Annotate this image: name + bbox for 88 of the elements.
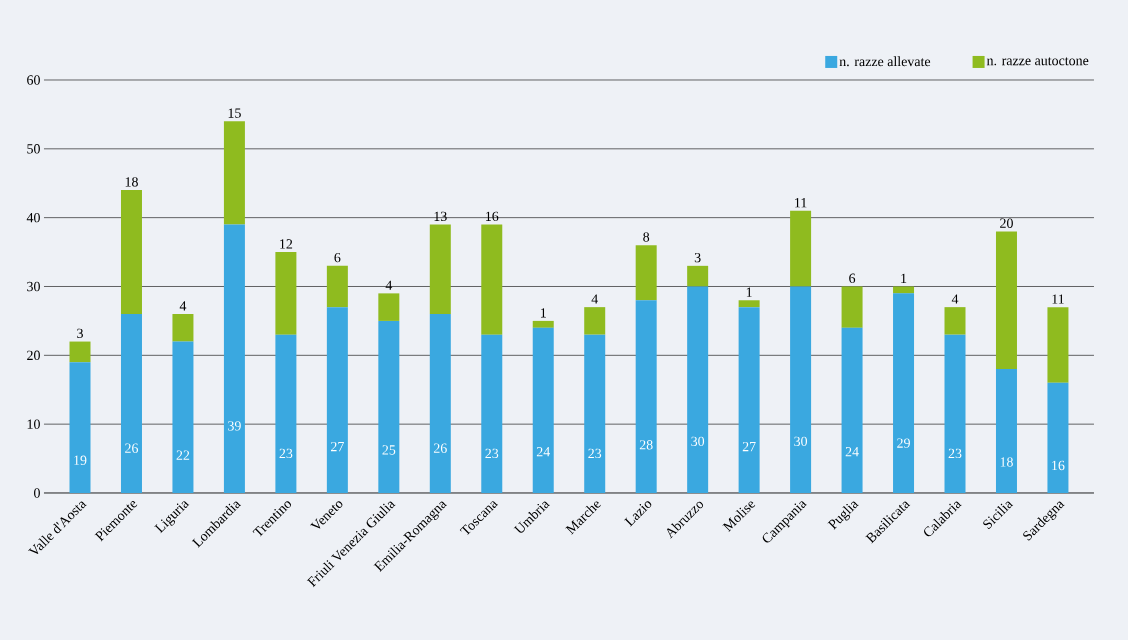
data-label: 20	[1000, 218, 1013, 228]
bar	[1047, 307, 1069, 383]
bar	[326, 265, 348, 308]
legend-label: n. razze allevate	[839, 56, 931, 67]
bar	[944, 307, 966, 335]
bar	[481, 224, 503, 335]
bar	[790, 286, 812, 493]
bar	[584, 334, 606, 493]
bar	[429, 224, 451, 315]
y-tick-label: 30	[27, 281, 40, 292]
data-label: 16	[1052, 460, 1065, 471]
bar	[893, 286, 915, 294]
data-label: 25	[382, 445, 396, 455]
bar	[378, 293, 400, 321]
bar	[120, 314, 142, 493]
data-label: 26	[125, 443, 139, 453]
bar	[995, 369, 1017, 493]
data-label: 4	[179, 301, 187, 311]
bar	[944, 334, 966, 493]
data-label: 15	[228, 108, 241, 118]
data-label: 1	[901, 273, 907, 283]
data-label: 18	[125, 177, 138, 187]
bar	[223, 121, 245, 225]
data-label: 3	[694, 252, 701, 263]
data-label: 27	[742, 441, 756, 452]
data-label: 1	[746, 287, 752, 297]
data-label: 29	[897, 438, 910, 448]
bar	[120, 190, 142, 315]
y-tick-label: 0	[34, 488, 40, 498]
data-label: 22	[176, 450, 190, 460]
bar	[1047, 382, 1069, 493]
bar	[687, 286, 709, 493]
legend-label: n. razze autoctone	[986, 57, 1089, 66]
data-label: 8	[643, 232, 650, 242]
bar	[687, 265, 709, 287]
data-label: 11	[795, 198, 807, 208]
data-label: 6	[334, 252, 341, 263]
bar	[223, 224, 245, 493]
bar	[532, 327, 554, 493]
bar	[275, 252, 297, 335]
data-label: 4	[591, 294, 598, 304]
data-label: 13	[434, 211, 447, 222]
bar	[326, 307, 348, 493]
data-label: 39	[228, 421, 241, 431]
bar	[584, 307, 606, 335]
y-tick-label: 50	[27, 144, 40, 154]
data-label: 18	[1000, 457, 1013, 467]
bar	[481, 334, 503, 493]
bar	[532, 320, 554, 328]
bar	[635, 300, 657, 493]
data-label: 28	[639, 440, 653, 450]
data-label: 1	[540, 308, 546, 318]
y-tick-label: 20	[27, 350, 40, 361]
bar	[69, 341, 91, 363]
bar	[378, 320, 400, 493]
data-label: 30	[794, 436, 808, 447]
bar	[738, 300, 760, 308]
data-label: 23	[588, 448, 602, 459]
y-tick-label: 10	[27, 419, 40, 429]
data-label: 12	[280, 239, 293, 249]
bar	[790, 210, 812, 287]
bar	[172, 341, 194, 493]
data-label: 27	[331, 441, 344, 452]
bar	[841, 327, 863, 493]
y-tick-label: 60	[27, 75, 40, 85]
bar	[635, 245, 657, 301]
data-label: 11	[1052, 294, 1064, 304]
y-tick-label: 40	[26, 212, 40, 223]
data-label: 6	[849, 273, 856, 283]
data-label: 23	[279, 448, 293, 459]
data-label: 26	[433, 443, 447, 453]
bar	[69, 362, 91, 493]
bar	[841, 286, 863, 328]
bar	[893, 293, 915, 493]
data-label: 24	[536, 447, 551, 457]
bar	[995, 231, 1017, 370]
data-label: 23	[485, 448, 499, 459]
bar	[275, 334, 297, 493]
data-label: 16	[486, 211, 499, 222]
data-label: 24	[845, 447, 859, 457]
data-label: 3	[77, 328, 83, 339]
bar	[738, 307, 760, 493]
data-label: 23	[948, 448, 962, 459]
bar	[172, 314, 194, 342]
data-label: 19	[74, 455, 87, 465]
data-label: 4	[951, 294, 959, 304]
bar	[429, 314, 451, 493]
data-label: 30	[691, 436, 705, 447]
